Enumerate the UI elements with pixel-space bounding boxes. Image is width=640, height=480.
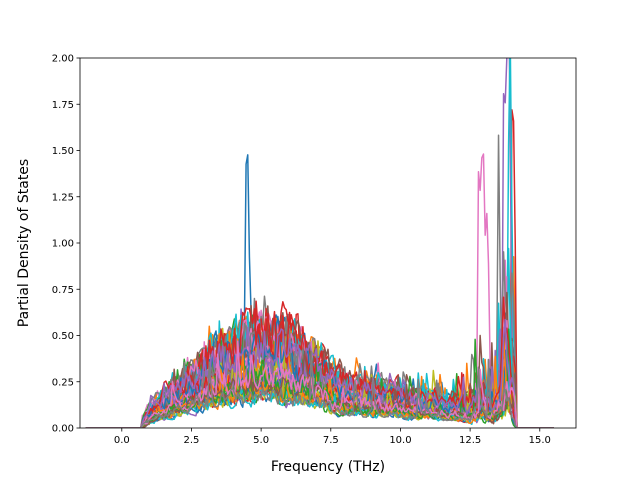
x-tick-label: 10.0 xyxy=(389,435,411,446)
y-tick-label: 2.00 xyxy=(52,54,74,65)
y-tick-label: 0.00 xyxy=(52,424,74,435)
y-tick-label: 0.50 xyxy=(52,331,74,342)
x-axis: 0.0 2.5 5.0 7.5 10.0 12.5 15.0 xyxy=(114,428,551,446)
x-tick-label: 15.0 xyxy=(529,435,551,446)
x-tick-label: 12.5 xyxy=(459,435,481,446)
pdos-series-line xyxy=(85,318,554,428)
x-tick-label: 0.0 xyxy=(114,435,130,446)
y-tick-label: 1.50 xyxy=(52,146,74,157)
y-tick-label: 0.25 xyxy=(52,377,74,388)
pdos-series-line xyxy=(85,340,554,428)
y-tick-label: 1.75 xyxy=(52,100,74,111)
x-tick-label: 7.5 xyxy=(323,435,339,446)
y-tick-label: 0.75 xyxy=(52,285,74,296)
x-tick-label: 2.5 xyxy=(184,435,200,446)
pdos-series-line xyxy=(85,319,554,428)
x-axis-label: Frequency (THz) xyxy=(271,459,385,475)
series-layer xyxy=(85,58,554,428)
y-axis-label: Partial Density of States xyxy=(16,159,32,327)
x-tick-label: 5.0 xyxy=(253,435,269,446)
y-axis: 0.00 0.25 0.50 0.75 1.00 1.25 1.50 1.75 2.00 xyxy=(52,54,80,435)
y-tick-label: 1.25 xyxy=(52,192,74,203)
pdos-series-line xyxy=(85,350,554,428)
y-tick-label: 1.00 xyxy=(52,239,74,250)
